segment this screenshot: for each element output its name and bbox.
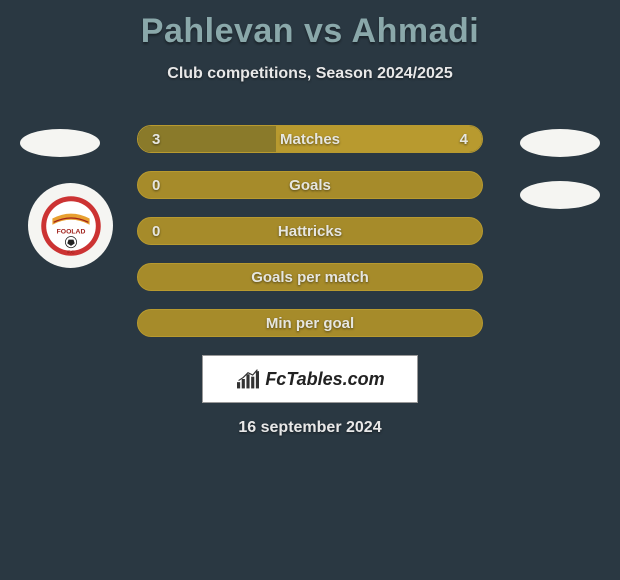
page-subtitle: Club competitions, Season 2024/2025 xyxy=(0,65,620,83)
stat-label: Matches xyxy=(138,131,482,148)
fctables-logo[interactable]: FcTables.com xyxy=(202,355,418,403)
comparison-area: FOOLAD F.C 3 Matches 4 0 Goals 0 Hattric… xyxy=(0,125,620,437)
foolad-fc-logo-icon: FOOLAD F.C xyxy=(40,195,102,257)
stat-bar-goals-per-match: Goals per match xyxy=(137,263,483,291)
stat-value-right: 4 xyxy=(460,131,468,148)
stat-bar-goals: 0 Goals xyxy=(137,171,483,199)
stat-label: Goals xyxy=(138,177,482,194)
stat-bar-min-per-goal: Min per goal xyxy=(137,309,483,337)
bar-chart-icon xyxy=(235,368,261,390)
stat-label: Hattricks xyxy=(138,223,482,240)
player-right-badge-placeholder xyxy=(520,129,600,157)
svg-text:F.C: F.C xyxy=(67,249,75,255)
stat-label: Min per goal xyxy=(138,315,482,332)
stat-bar-hattricks: 0 Hattricks xyxy=(137,217,483,245)
club-left-badge: FOOLAD F.C xyxy=(28,183,113,268)
footer-date: 16 september 2024 xyxy=(0,419,620,437)
page-title: Pahlevan vs Ahmadi xyxy=(0,0,620,51)
club-right-badge-placeholder xyxy=(520,181,600,209)
svg-text:FOOLAD: FOOLAD xyxy=(56,228,85,235)
stat-bars: 3 Matches 4 0 Goals 0 Hattricks Goals pe… xyxy=(137,125,483,337)
stat-bar-matches: 3 Matches 4 xyxy=(137,125,483,153)
player-left-badge-placeholder xyxy=(20,129,100,157)
fctables-logo-text: FcTables.com xyxy=(265,369,384,390)
stat-label: Goals per match xyxy=(138,269,482,286)
